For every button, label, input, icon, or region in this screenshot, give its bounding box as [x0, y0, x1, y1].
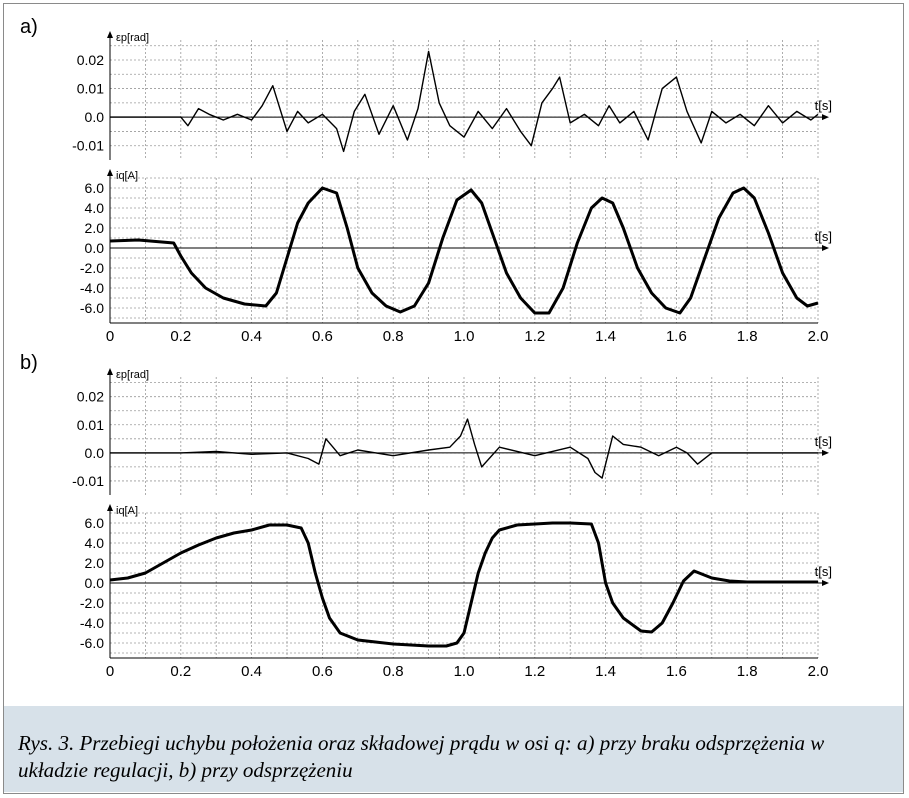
y-tick-label: 2.0 [85, 220, 105, 236]
x-tick-label: 0 [106, 663, 114, 680]
x-tick-label: 1.0 [454, 328, 475, 345]
y-tick-label: 4.0 [85, 535, 105, 551]
plot-b-current-q: 6.0 4.0 2.0 0.0 -2.0 -4.0 -6.0 iq[A] t[s] 0 0.2 0.4… [80, 504, 832, 680]
y-axis-label: εp[rad] [116, 369, 149, 381]
y-tick-label: -2.0 [80, 260, 104, 276]
x-tick-label: 1.2 [524, 328, 545, 345]
y-tick-label: 0.02 [77, 389, 104, 405]
x-tick-label: 0.8 [383, 663, 404, 680]
x-tick-label: 0.2 [170, 663, 191, 680]
time-axis-arrow [822, 449, 829, 456]
y-axis-arrow [107, 504, 113, 511]
x-axis-label: t[s] [815, 229, 832, 244]
x-axis-label: t[s] [815, 564, 832, 579]
x-tick-label: 2.0 [808, 328, 829, 345]
y-tick-label: 6.0 [85, 180, 105, 196]
series-line [109, 186, 819, 315]
figure-caption: Rys. 3. Przebiegi uchybu położenia oraz … [18, 731, 825, 782]
x-tick-label: 0.4 [241, 663, 262, 680]
y-tick-label: -0.01 [72, 473, 104, 489]
y-tick-label: 0.0 [85, 445, 105, 461]
time-axis-arrow [822, 245, 829, 251]
y-axis-arrow [107, 368, 113, 375]
y-tick-label: 0.0 [85, 240, 105, 256]
y-tick-label: 0.01 [77, 417, 104, 433]
y-axis-label: iq[A] [116, 505, 138, 517]
x-tick-label: 1.2 [524, 663, 545, 680]
x-tick-label: 1.4 [595, 663, 616, 680]
x-tick-label: 2.0 [808, 663, 829, 680]
y-tick-label: -6.0 [80, 635, 104, 651]
x-tick-label: 1.0 [454, 663, 475, 680]
x-axis-label: t[s] [815, 434, 832, 449]
x-tick-label: 0.2 [170, 328, 191, 345]
time-axis-arrow [822, 580, 829, 586]
x-tick-label: 1.8 [737, 663, 758, 680]
figure-frame [3, 3, 904, 794]
y-axis-label: iq[A] [116, 170, 138, 182]
series-line [109, 521, 818, 648]
x-tick-label: 1.6 [666, 663, 687, 680]
y-tick-label: 0.0 [85, 109, 105, 125]
x-axis-label: t[s] [815, 98, 832, 113]
y-tick-label: -4.0 [80, 280, 104, 296]
y-tick-label: 2.0 [85, 555, 105, 571]
y-tick-label: -2.0 [80, 595, 104, 611]
x-tick-label: 0.8 [383, 328, 404, 345]
plot-a-current-q: 6.0 4.0 2.0 0.0 -2.0 -4.0 -6.0 iq[A] t[s] 0 0.2 0.4… [80, 169, 832, 345]
y-tick-label: -6.0 [80, 300, 104, 316]
y-tick-label: -4.0 [80, 615, 104, 631]
plot-b-position-error: 0.02 0.01 0.0 -0.01 εp[rad] t[s] [72, 368, 832, 495]
y-axis-arrow [107, 169, 113, 176]
y-axis-arrow [107, 31, 113, 38]
panel-label-a: a) [20, 16, 38, 38]
caption-box: Rys. 3. Przebiegi uchybu położenia oraz … [4, 706, 903, 792]
plot-a-position-error: 0.02 0.01 0.0 -0.01 εp[rad] t[s] [72, 31, 832, 160]
y-axis-label: εp[rad] [116, 32, 149, 44]
series-line [110, 418, 818, 479]
y-tick-label: 0.02 [77, 52, 104, 68]
y-tick-label: 6.0 [85, 515, 105, 531]
figure-plots: 0.02 0.01 0.0 -0.01 εp[rad] t[s] 6.0 4.0 2.0 0.0… [72, 31, 832, 680]
x-tick-label: 1.8 [737, 328, 758, 345]
y-tick-label: 4.0 [85, 200, 105, 216]
panel-label-b: b) [20, 352, 38, 374]
x-tick-label: 0.4 [241, 328, 262, 345]
y-tick-label: 0.0 [85, 575, 105, 591]
x-tick-label: 0 [106, 328, 114, 345]
series-line [110, 50, 819, 153]
x-tick-label: 1.6 [666, 328, 687, 345]
x-tick-label: 1.4 [595, 328, 616, 345]
time-axis-arrow [822, 114, 829, 121]
x-tick-label: 0.6 [312, 663, 333, 680]
x-tick-label: 0.6 [312, 328, 333, 345]
y-tick-label: -0.01 [72, 138, 104, 154]
y-tick-label: 0.01 [77, 81, 104, 97]
